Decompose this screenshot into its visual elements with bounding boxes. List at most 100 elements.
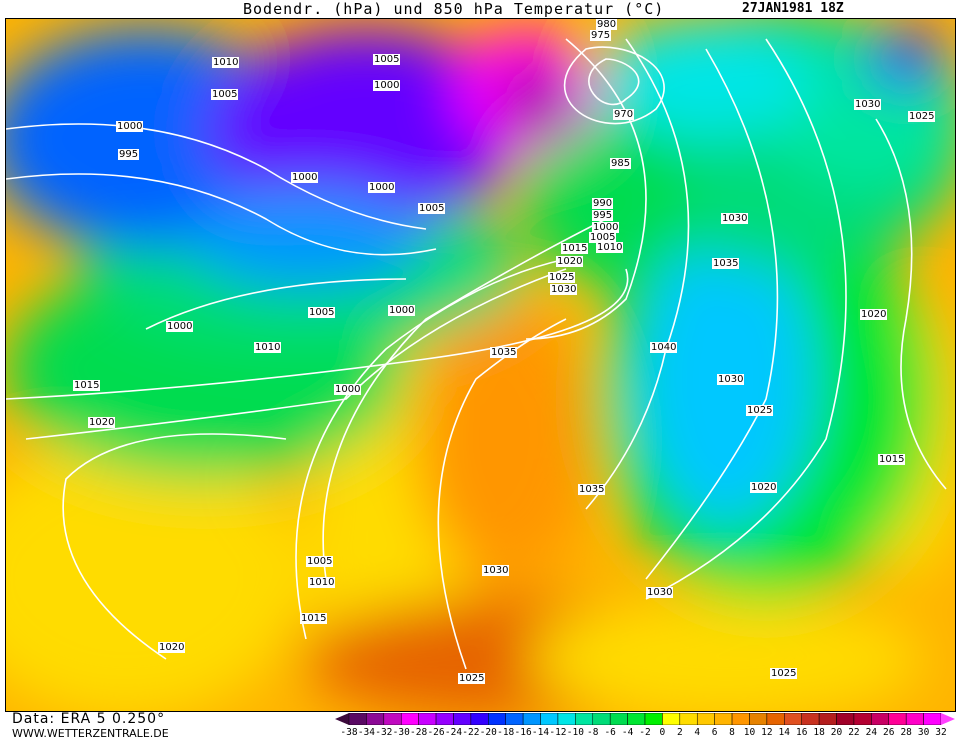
legend-tick-label: -12 xyxy=(549,727,567,738)
legend-swatch xyxy=(853,713,872,725)
map-title: Bodendr. (hPa) und 850 hPa Temperatur (°… xyxy=(243,0,665,18)
data-source: Data: ERA 5 0.250° xyxy=(12,711,166,727)
legend-swatch xyxy=(400,713,419,725)
isobar-label: 1010 xyxy=(596,242,624,253)
legend-tick-label: 26 xyxy=(883,727,895,738)
legend-swatch xyxy=(335,713,349,725)
legend-swatch xyxy=(731,713,750,725)
isobar-label: 1015 xyxy=(878,454,906,465)
isobar-label: 1025 xyxy=(746,405,774,416)
legend-colorbar xyxy=(335,713,955,725)
isobar-label: 1020 xyxy=(88,417,116,428)
isobar-label: 1035 xyxy=(578,484,606,495)
isobar-label: 1015 xyxy=(73,380,101,391)
isobar-label: 1020 xyxy=(556,256,584,267)
isobar-label: 1000 xyxy=(334,384,362,395)
legend-swatch xyxy=(505,713,524,725)
legend-swatch xyxy=(453,713,472,725)
isobar-label: 1000 xyxy=(592,222,620,233)
temperature-legend: -38 -34 -32 -30 -28 -26 -24 -22 -20 -18 -16 -14 -12-… xyxy=(335,713,955,741)
legend-tick-label: 8 xyxy=(729,727,735,738)
isobar-label: 975 xyxy=(590,30,612,41)
legend-swatch xyxy=(766,713,785,725)
legend-tick-label: -34 xyxy=(357,727,375,738)
legend-tick-label: 28 xyxy=(900,727,912,738)
isobars xyxy=(6,38,947,670)
legend-tick-label: -8 xyxy=(587,727,599,738)
isobar-label: 1030 xyxy=(646,587,674,598)
isobar-label: 1035 xyxy=(712,258,740,269)
legend-swatch xyxy=(662,713,681,725)
isobar-label: 1000 xyxy=(291,172,319,183)
map-date: 27JAN1981 18Z xyxy=(742,1,844,16)
weather-map: 1010 1005 1000 995 1005 1000 1000 1000 1… xyxy=(5,18,956,712)
legend-tick-label: -4 xyxy=(621,727,634,738)
legend-swatch xyxy=(366,713,385,725)
legend-swatch xyxy=(714,713,733,725)
isobar-label: 1010 xyxy=(308,577,336,588)
isobar-label: 995 xyxy=(118,149,140,160)
legend-swatch xyxy=(418,713,437,725)
legend-tick-label: -32 xyxy=(375,727,393,738)
legend-tick-label: -6 xyxy=(604,727,616,738)
isobar-label: 1030 xyxy=(854,99,882,110)
legend-tick-label: -16 xyxy=(514,727,532,738)
temperature-field xyxy=(6,19,955,711)
legend-swatch xyxy=(818,713,837,725)
legend-tick-label: 6 xyxy=(711,727,718,738)
legend-swatch xyxy=(749,713,768,725)
legend-tick-label: 18 xyxy=(813,727,825,738)
legend-swatch xyxy=(941,713,955,725)
legend-tick-label: -22 xyxy=(462,727,480,738)
legend-swatch xyxy=(522,713,541,725)
isobar-label: 1020 xyxy=(158,642,186,653)
isobar-label: 1035 xyxy=(490,347,518,358)
legend-tick-label: 30 xyxy=(917,727,930,738)
isobar-label: 1025 xyxy=(548,272,576,283)
legend-swatch xyxy=(627,713,646,725)
legend-swatch xyxy=(575,713,594,725)
legend-swatch xyxy=(888,713,907,725)
legend-tick-label: -20 xyxy=(479,727,497,738)
legend-swatch xyxy=(871,713,890,725)
isobar-label: 1025 xyxy=(770,668,798,679)
legend-swatch xyxy=(609,713,628,725)
legend-tick-label: -24 xyxy=(444,727,463,738)
isobar-label: 1005 xyxy=(589,232,617,243)
legend-swatch xyxy=(488,713,506,725)
isobar-label: 970 xyxy=(613,109,635,120)
isobar-label: 1000 xyxy=(373,80,401,91)
legend-swatch xyxy=(905,713,924,725)
legend-swatch xyxy=(644,713,663,725)
isobar-label: 1010 xyxy=(212,57,240,68)
legend-tick-label: 14 xyxy=(778,727,791,738)
legend-tick-label: 22 xyxy=(848,727,860,738)
legend-swatch xyxy=(696,713,715,725)
isobar-label: 1020 xyxy=(860,309,888,320)
isobar-label: 1005 xyxy=(308,307,336,318)
legend-tick-label: -10 xyxy=(566,727,584,738)
isobar-label: 1005 xyxy=(418,203,446,214)
isobar-label: 1030 xyxy=(717,374,745,385)
legend-tick-label: -30 xyxy=(392,727,410,738)
site-url: WWW.WETTERZENTRALE.DE xyxy=(12,727,169,740)
legend-tick-label: 4 xyxy=(694,727,701,738)
legend-tick-label: -14 xyxy=(531,727,550,738)
isobar-label: 1020 xyxy=(750,482,778,493)
isobar-label: 1025 xyxy=(458,673,486,684)
legend-swatch xyxy=(836,713,855,725)
isobar-label: 1005 xyxy=(211,89,239,100)
legend-swatch xyxy=(557,713,576,725)
legend-swatch xyxy=(540,713,559,725)
legend-tick-label: -18 xyxy=(497,727,515,738)
legend-tick-label: 32 xyxy=(935,727,947,738)
legend-swatch xyxy=(435,713,454,725)
legend-tick-label: -26 xyxy=(427,727,445,738)
legend-tick-label: -28 xyxy=(410,727,428,738)
legend-tick-label: -38 xyxy=(340,727,358,738)
legend-swatch xyxy=(348,713,367,725)
isobar-label: 1025 xyxy=(908,111,936,122)
isobar-label: 1040 xyxy=(650,342,678,353)
isobar-label: 1000 xyxy=(368,182,396,193)
isobar-label: 1005 xyxy=(306,556,334,567)
